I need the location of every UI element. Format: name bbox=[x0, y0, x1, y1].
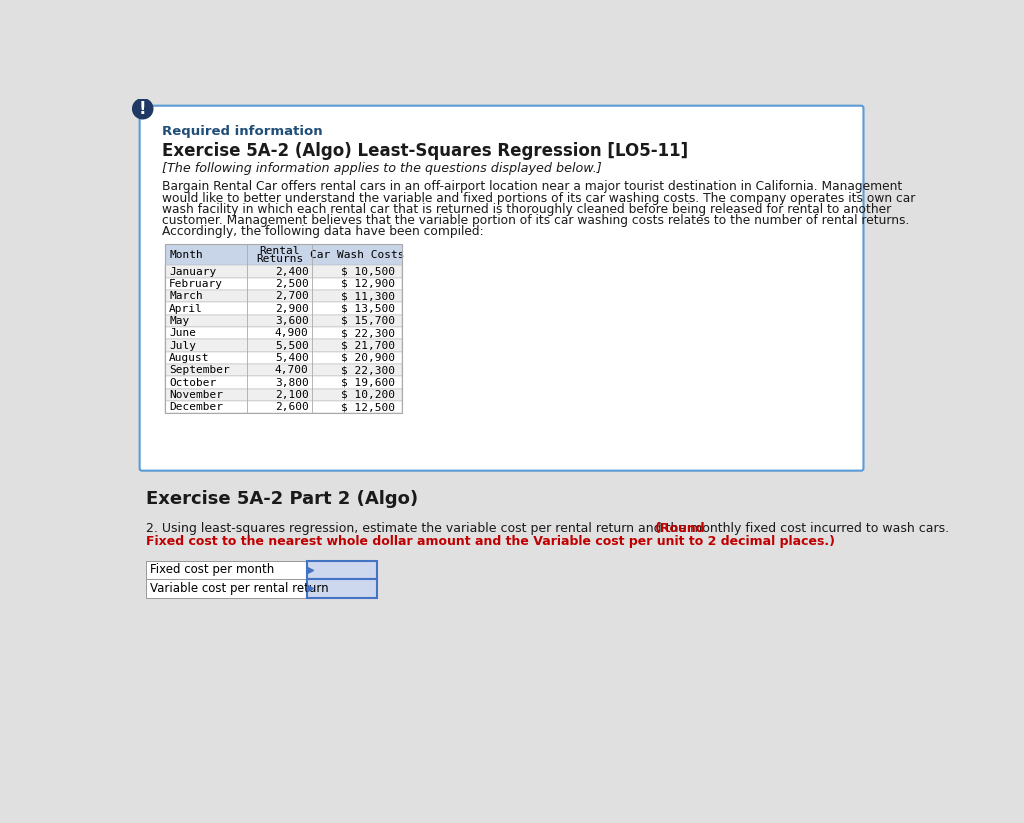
Text: (Round: (Round bbox=[654, 523, 706, 535]
Text: July: July bbox=[169, 341, 196, 351]
Text: 5,400: 5,400 bbox=[274, 353, 308, 363]
Text: $ 10,500: $ 10,500 bbox=[341, 267, 395, 277]
FancyBboxPatch shape bbox=[165, 244, 401, 266]
Text: 2,600: 2,600 bbox=[274, 402, 308, 412]
Text: 4,900: 4,900 bbox=[274, 328, 308, 338]
Text: June: June bbox=[169, 328, 196, 338]
Text: Required information: Required information bbox=[162, 125, 323, 138]
Text: $ 11,300: $ 11,300 bbox=[341, 291, 395, 301]
Text: 2,700: 2,700 bbox=[274, 291, 308, 301]
Text: February: February bbox=[169, 279, 223, 289]
Text: Exercise 5A-2 (Algo) Least-Squares Regression [LO5-11]: Exercise 5A-2 (Algo) Least-Squares Regre… bbox=[162, 142, 688, 160]
FancyBboxPatch shape bbox=[165, 401, 401, 413]
Text: Exercise 5A-2 Part 2 (Algo): Exercise 5A-2 Part 2 (Algo) bbox=[145, 490, 418, 508]
FancyBboxPatch shape bbox=[145, 560, 307, 579]
Text: October: October bbox=[169, 378, 216, 388]
Text: August: August bbox=[169, 353, 210, 363]
FancyBboxPatch shape bbox=[139, 105, 863, 471]
FancyBboxPatch shape bbox=[165, 351, 401, 364]
Text: 2,400: 2,400 bbox=[274, 267, 308, 277]
Text: !: ! bbox=[139, 100, 146, 118]
Text: Variable cost per rental return: Variable cost per rental return bbox=[151, 582, 329, 595]
Text: November: November bbox=[169, 390, 223, 400]
Text: March: March bbox=[169, 291, 203, 301]
Text: Accordingly, the following data have been compiled:: Accordingly, the following data have bee… bbox=[162, 225, 483, 238]
FancyBboxPatch shape bbox=[165, 290, 401, 302]
Text: April: April bbox=[169, 304, 203, 314]
FancyBboxPatch shape bbox=[165, 376, 401, 388]
Text: $ 15,700: $ 15,700 bbox=[341, 316, 395, 326]
Text: 5,500: 5,500 bbox=[274, 341, 308, 351]
Text: $ 22,300: $ 22,300 bbox=[341, 365, 395, 375]
Text: 3,800: 3,800 bbox=[274, 378, 308, 388]
Text: Fixed cost to the nearest whole dollar amount and the Variable cost per unit to : Fixed cost to the nearest whole dollar a… bbox=[145, 535, 835, 547]
Text: wash facility in which each rental car that is returned is thoroughly cleaned be: wash facility in which each rental car t… bbox=[162, 202, 891, 216]
FancyBboxPatch shape bbox=[165, 339, 401, 351]
FancyBboxPatch shape bbox=[307, 560, 377, 579]
FancyBboxPatch shape bbox=[165, 302, 401, 314]
Text: would like to better understand the variable and fixed portions of its car washi: would like to better understand the vari… bbox=[162, 192, 915, 205]
Text: $ 20,900: $ 20,900 bbox=[341, 353, 395, 363]
Text: customer. Management believes that the variable portion of its car washing costs: customer. Management believes that the v… bbox=[162, 214, 909, 227]
Text: Month: Month bbox=[169, 249, 203, 260]
Text: $ 22,300: $ 22,300 bbox=[341, 328, 395, 338]
Text: Car Wash Costs: Car Wash Costs bbox=[310, 249, 404, 260]
Text: $ 21,700: $ 21,700 bbox=[341, 341, 395, 351]
Text: Returns: Returns bbox=[256, 253, 303, 263]
Text: $ 19,600: $ 19,600 bbox=[341, 378, 395, 388]
Text: [The following information applies to the questions displayed below.]: [The following information applies to th… bbox=[162, 162, 602, 175]
FancyBboxPatch shape bbox=[165, 266, 401, 278]
Text: September: September bbox=[169, 365, 229, 375]
Text: 4,700: 4,700 bbox=[274, 365, 308, 375]
Text: Bargain Rental Car offers rental cars in an off-airport location near a major to: Bargain Rental Car offers rental cars in… bbox=[162, 180, 902, 193]
Text: $ 10,200: $ 10,200 bbox=[341, 390, 395, 400]
Text: $ 13,500: $ 13,500 bbox=[341, 304, 395, 314]
Text: 2,100: 2,100 bbox=[274, 390, 308, 400]
Text: $ 12,500: $ 12,500 bbox=[341, 402, 395, 412]
Text: 2,900: 2,900 bbox=[274, 304, 308, 314]
Text: $ 12,900: $ 12,900 bbox=[341, 279, 395, 289]
Text: Fixed cost per month: Fixed cost per month bbox=[151, 564, 274, 576]
FancyBboxPatch shape bbox=[165, 314, 401, 327]
Text: 2. Using least-squares regression, estimate the variable cost per rental return : 2. Using least-squares regression, estim… bbox=[145, 523, 953, 535]
Text: Rental: Rental bbox=[259, 246, 300, 256]
Text: January: January bbox=[169, 267, 216, 277]
Text: 2,500: 2,500 bbox=[274, 279, 308, 289]
FancyBboxPatch shape bbox=[165, 327, 401, 339]
FancyBboxPatch shape bbox=[165, 364, 401, 376]
Circle shape bbox=[133, 99, 153, 119]
Text: May: May bbox=[169, 316, 189, 326]
FancyBboxPatch shape bbox=[165, 278, 401, 290]
FancyBboxPatch shape bbox=[165, 388, 401, 401]
Text: December: December bbox=[169, 402, 223, 412]
FancyBboxPatch shape bbox=[145, 579, 307, 597]
FancyBboxPatch shape bbox=[307, 579, 377, 597]
Text: 3,600: 3,600 bbox=[274, 316, 308, 326]
